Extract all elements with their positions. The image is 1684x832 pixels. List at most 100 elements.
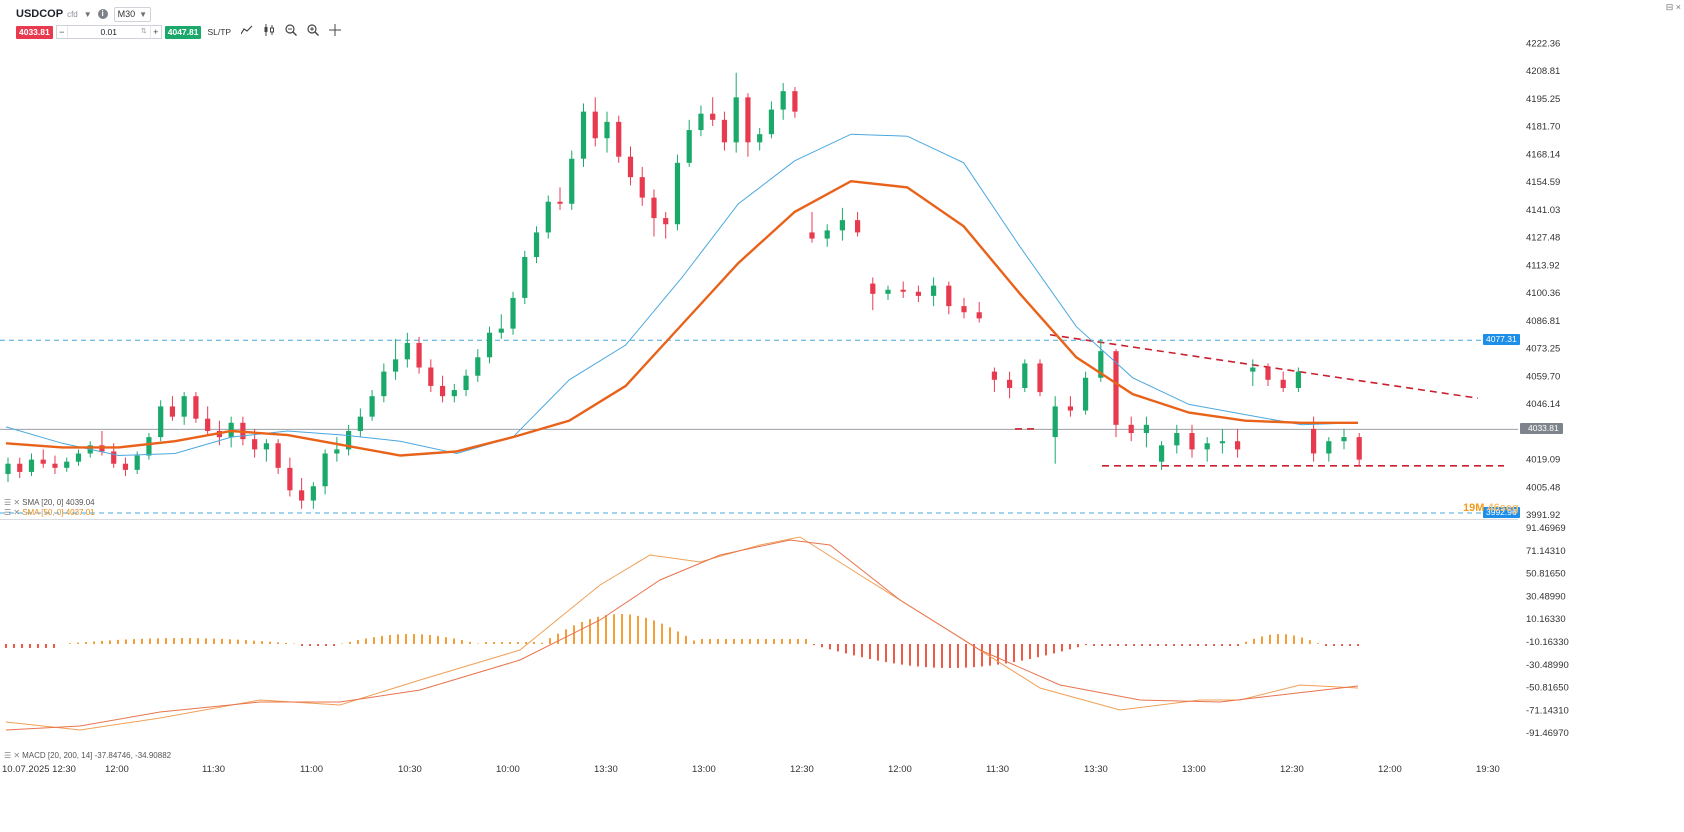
price-tick-label: 4086.81 xyxy=(1526,316,1560,327)
macd-tick-label: 71.14310 xyxy=(1526,546,1566,557)
candle-body xyxy=(651,197,657,219)
candle-body xyxy=(946,285,952,307)
price-tick-label: 4208.81 xyxy=(1526,66,1560,77)
menu-icon[interactable]: ☰ ✕ xyxy=(4,751,21,760)
price-tick-label: 3991.92 xyxy=(1526,510,1560,521)
candle-body xyxy=(976,312,982,319)
symbol-tag: cfd xyxy=(67,9,78,19)
volume-value: 0.01 xyxy=(100,27,117,37)
candle-body xyxy=(158,406,164,438)
volume-stepper[interactable]: − 0.01 ⇅ + xyxy=(55,25,162,39)
macd-tick-label: -91.46970 xyxy=(1526,728,1569,739)
legend-sma50[interactable]: ☰ ✕ SMA [50, 0] 4037.01 xyxy=(4,508,95,518)
time-tick-label: 11:30 xyxy=(202,764,225,775)
candle-body xyxy=(451,390,457,397)
buy-button[interactable]: 4047.81 xyxy=(164,25,202,39)
candle-body xyxy=(1174,433,1180,446)
volume-input[interactable]: 0.01 ⇅ xyxy=(66,26,151,38)
candle-body xyxy=(1067,406,1073,411)
candle-body xyxy=(369,396,375,417)
candle-body xyxy=(639,177,645,198)
trade-toolbar: 4033.81 − 0.01 ⇅ + 4047.81 SL/TP xyxy=(16,24,342,40)
macd-tick-label: -50.81650 xyxy=(1526,683,1569,694)
candle-body xyxy=(5,463,11,474)
legend-sma20[interactable]: ☰ ✕ SMA [20, 0] 4039.04 xyxy=(4,498,95,508)
candle-body xyxy=(580,111,587,159)
candle-body xyxy=(287,467,293,491)
level-badge-upper[interactable]: 4077.31 xyxy=(1483,334,1520,346)
menu-icon[interactable]: ☰ ✕ xyxy=(4,498,21,507)
candle-body xyxy=(1113,351,1119,425)
sma50-line xyxy=(5,179,1358,457)
candle-body xyxy=(1052,406,1058,438)
candle-body xyxy=(392,359,399,372)
price-tick-label: 4046.14 xyxy=(1526,399,1560,410)
symbol-name[interactable]: USDCOP xyxy=(16,8,64,20)
candle-body xyxy=(1356,437,1362,460)
candle-body xyxy=(1007,379,1013,388)
candle-body xyxy=(334,449,340,454)
candle-body xyxy=(533,232,540,257)
candle-body xyxy=(885,289,891,294)
candle-body xyxy=(1143,424,1149,434)
candle-body xyxy=(824,230,830,239)
candle-body xyxy=(1341,437,1347,442)
zoom-out-icon[interactable] xyxy=(285,24,298,40)
candle-body xyxy=(663,218,669,225)
sltp-button[interactable]: SL/TP xyxy=(207,27,232,37)
candle-body xyxy=(710,113,716,120)
candle-body xyxy=(604,121,610,139)
indicator-legend: ☰ ✕ SMA [20, 0] 4039.04 ☰ ✕ SMA [50, 0] 40… xyxy=(4,498,95,518)
line-chart-icon[interactable] xyxy=(240,25,253,39)
info-icon[interactable]: i xyxy=(97,9,108,19)
crosshair-icon[interactable] xyxy=(329,24,342,40)
moving-averages xyxy=(5,133,1359,457)
candle-body xyxy=(991,371,997,380)
menu-icon[interactable]: ☰ ✕ xyxy=(4,508,21,517)
candle-body xyxy=(486,332,493,358)
candle-body xyxy=(870,283,876,294)
time-tick-label: 11:30 xyxy=(986,764,1009,775)
time-tick-label: 12:00 xyxy=(888,764,912,775)
candle-body xyxy=(346,430,352,450)
level-badge-lower[interactable]: 3992.96 xyxy=(1483,506,1520,518)
candle-body xyxy=(1219,441,1225,444)
candle-body xyxy=(52,463,58,468)
time-tick-label: 10:00 xyxy=(496,764,520,775)
legend-sma50-text: SMA [50, 0] 4037.01 xyxy=(22,508,95,517)
price-tick-label: 4059.70 xyxy=(1526,371,1560,382)
candle-body xyxy=(439,385,446,397)
macd-tick-label: 30.48990 xyxy=(1526,591,1566,602)
price-tick-label: 4195.25 xyxy=(1526,94,1560,105)
time-tick-label: 12:00 xyxy=(105,764,129,775)
volume-increase-button[interactable]: + xyxy=(153,27,159,37)
chevron-down-icon[interactable]: ▼ xyxy=(83,9,92,19)
window-controls[interactable]: ⊟ × xyxy=(1665,2,1681,12)
candle-body xyxy=(1022,363,1028,388)
price-tick-label: 4005.48 xyxy=(1526,482,1560,493)
candle-body xyxy=(252,439,258,450)
volume-decrease-button[interactable]: − xyxy=(59,27,65,37)
candle-body xyxy=(961,306,967,313)
candle-body xyxy=(498,328,504,333)
macd-tick-label: 91.46969 xyxy=(1526,523,1566,534)
legend-macd[interactable]: ☰ ✕ MACD [20, 200, 14] -37.84746, -34.908… xyxy=(4,751,171,760)
horizontal-levels xyxy=(0,339,1518,520)
candles-icon[interactable] xyxy=(263,24,275,40)
candle-body xyxy=(1326,441,1332,454)
candle-body xyxy=(475,357,481,376)
timeframe-select[interactable]: M30 ▼ xyxy=(113,6,152,22)
candle-body xyxy=(733,97,739,143)
sell-button[interactable]: 4033.81 xyxy=(16,25,53,39)
candle-body xyxy=(900,289,906,292)
macd-panel xyxy=(5,536,1359,731)
time-tick-label: 13:00 xyxy=(692,764,716,775)
candle-body xyxy=(698,113,704,131)
time-tick-label: 13:30 xyxy=(594,764,618,775)
candle-body xyxy=(839,220,845,231)
macd-axis: 91.46969 71.14310 50.81650 30.48990 10.16330… xyxy=(1526,523,1569,739)
zoom-in-icon[interactable] xyxy=(307,24,320,40)
candle-body xyxy=(1250,367,1256,372)
candle-body xyxy=(545,201,551,233)
